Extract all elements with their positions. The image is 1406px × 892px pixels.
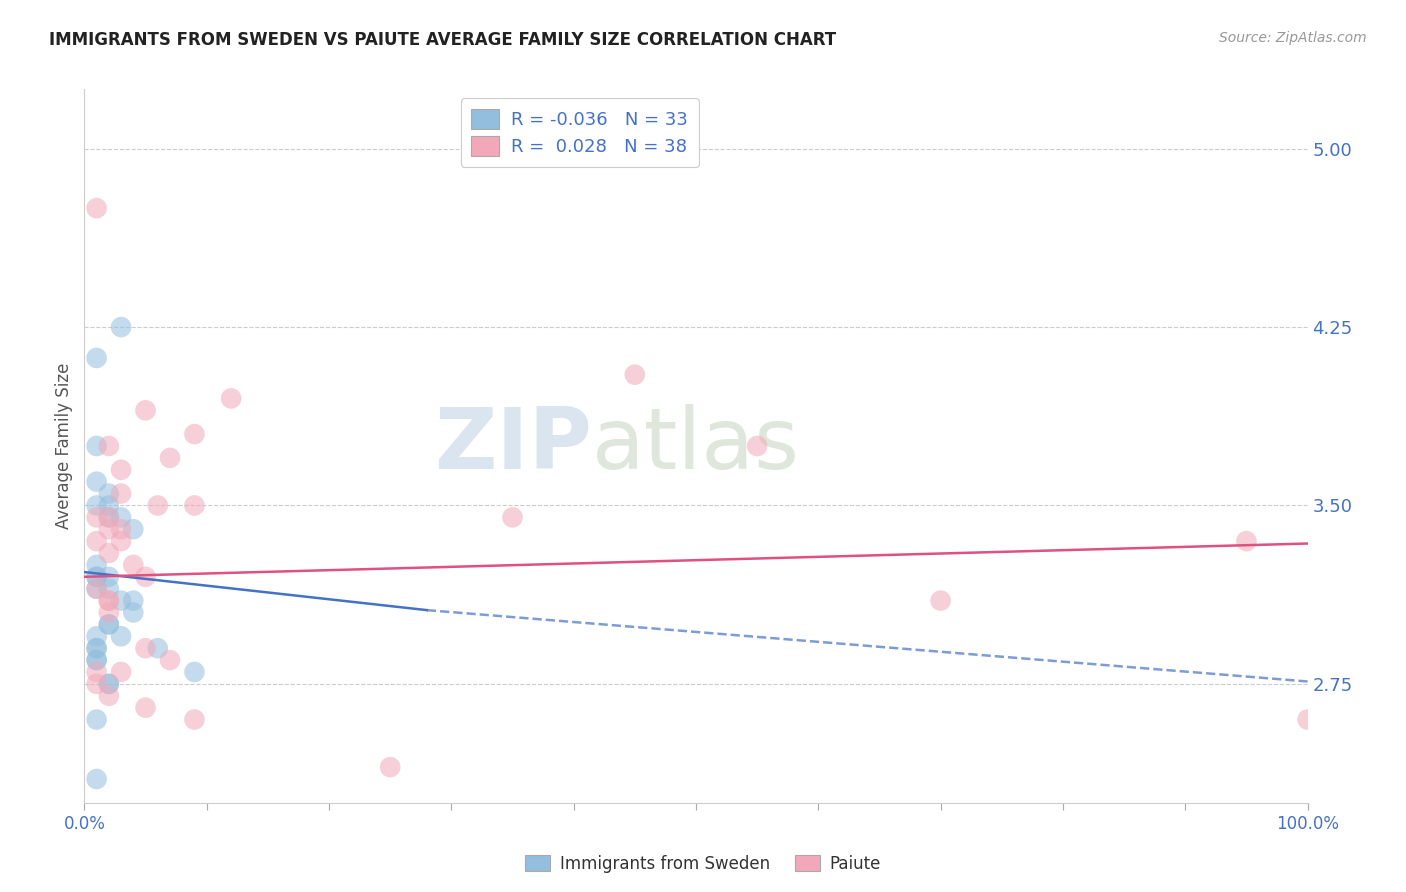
Point — [86, 582, 108, 596]
Point — [110, 510, 132, 524]
Point — [86, 534, 108, 549]
Point — [502, 510, 524, 524]
Point — [86, 653, 108, 667]
Point — [97, 522, 120, 536]
Y-axis label: Average Family Size: Average Family Size — [55, 363, 73, 529]
Point — [97, 677, 120, 691]
Point — [86, 351, 108, 365]
Point — [86, 677, 108, 691]
Point — [159, 653, 181, 667]
Point — [97, 546, 120, 560]
Point — [380, 760, 402, 774]
Point — [219, 392, 242, 406]
Point — [135, 641, 157, 656]
Point — [97, 593, 120, 607]
Point — [110, 522, 132, 536]
Point — [86, 570, 108, 584]
Point — [86, 713, 108, 727]
Legend: Immigrants from Sweden, Paiute: Immigrants from Sweden, Paiute — [517, 848, 889, 880]
Point — [97, 499, 120, 513]
Point — [135, 700, 157, 714]
Point — [86, 629, 108, 643]
Point — [110, 320, 132, 334]
Point — [97, 617, 120, 632]
Text: atlas: atlas — [592, 404, 800, 488]
Point — [86, 475, 108, 489]
Point — [110, 629, 132, 643]
Point — [86, 641, 108, 656]
Point — [1296, 713, 1319, 727]
Point — [86, 665, 108, 679]
Legend: R = -0.036   N = 33, R =  0.028   N = 38: R = -0.036 N = 33, R = 0.028 N = 38 — [461, 98, 699, 167]
Point — [183, 665, 205, 679]
Point — [97, 570, 120, 584]
Point — [86, 653, 108, 667]
Point — [183, 713, 205, 727]
Point — [97, 617, 120, 632]
Point — [747, 439, 769, 453]
Point — [110, 534, 132, 549]
Point — [86, 499, 108, 513]
Point — [97, 593, 120, 607]
Text: Source: ZipAtlas.com: Source: ZipAtlas.com — [1219, 31, 1367, 45]
Point — [86, 510, 108, 524]
Point — [86, 641, 108, 656]
Point — [146, 641, 169, 656]
Point — [86, 439, 108, 453]
Point — [183, 499, 205, 513]
Point — [122, 593, 145, 607]
Point — [929, 593, 952, 607]
Point — [86, 772, 108, 786]
Point — [122, 558, 145, 572]
Text: IMMIGRANTS FROM SWEDEN VS PAIUTE AVERAGE FAMILY SIZE CORRELATION CHART: IMMIGRANTS FROM SWEDEN VS PAIUTE AVERAGE… — [49, 31, 837, 49]
Point — [624, 368, 647, 382]
Point — [97, 606, 120, 620]
Point — [110, 593, 132, 607]
Point — [97, 486, 120, 500]
Point — [97, 439, 120, 453]
Point — [135, 570, 157, 584]
Point — [135, 403, 157, 417]
Point — [97, 582, 120, 596]
Text: ZIP: ZIP — [434, 404, 592, 488]
Point — [97, 689, 120, 703]
Point — [1236, 534, 1258, 549]
Point — [159, 450, 181, 465]
Point — [97, 677, 120, 691]
Point — [146, 499, 169, 513]
Point — [122, 522, 145, 536]
Point — [97, 510, 120, 524]
Point — [86, 582, 108, 596]
Point — [183, 427, 205, 442]
Point — [86, 570, 108, 584]
Point — [86, 201, 108, 215]
Point — [97, 510, 120, 524]
Point — [110, 463, 132, 477]
Point — [110, 486, 132, 500]
Point — [110, 665, 132, 679]
Point — [86, 558, 108, 572]
Point — [122, 606, 145, 620]
